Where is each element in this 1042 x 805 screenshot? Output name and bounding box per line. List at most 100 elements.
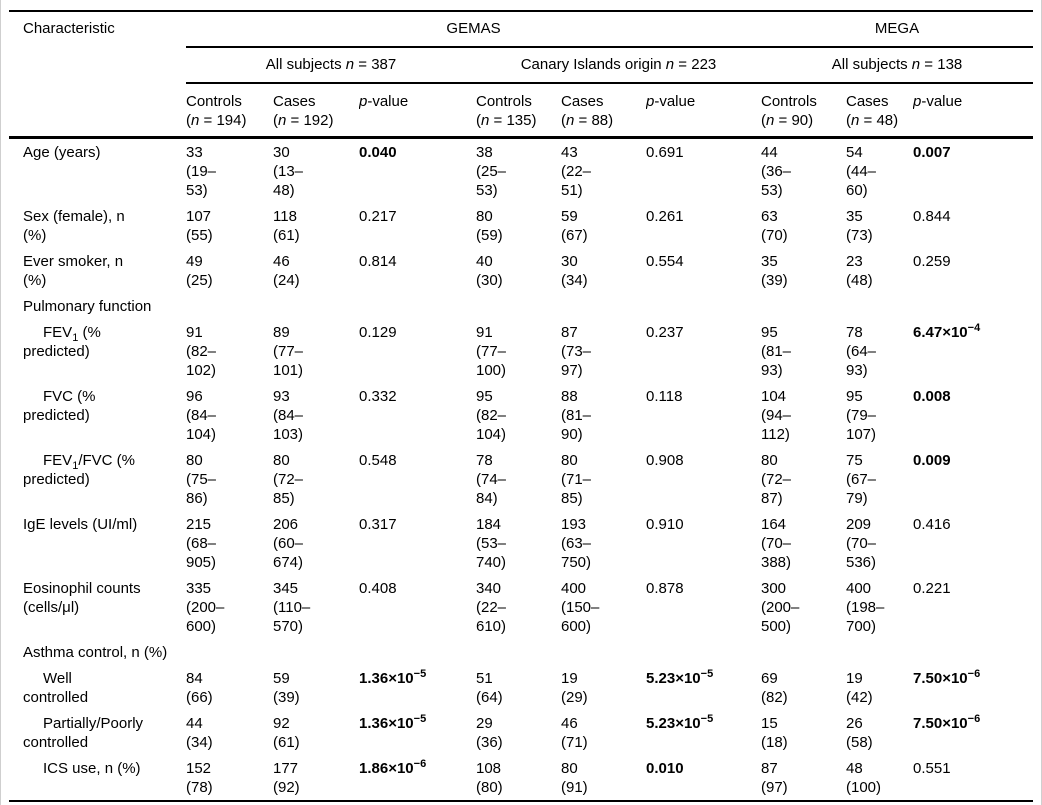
column-header-1: Cases (n = 192) xyxy=(273,83,359,139)
table-cell xyxy=(561,639,646,665)
table-cell: 95 (79– 107) xyxy=(846,388,877,443)
table-cell: 118 (61) xyxy=(273,208,300,244)
table-cell: 206 (60– 674) xyxy=(273,516,304,571)
table-cell: 400 (198– 700) xyxy=(846,580,885,635)
column-header-5: p-value xyxy=(646,83,761,139)
table-cell: 0.217 xyxy=(359,208,397,225)
table-cell: 7.50×10−6 xyxy=(913,713,981,733)
table-cell: 0.910 xyxy=(646,516,684,533)
table-cell xyxy=(273,639,359,665)
table-row: FVC (% predicted) 96 (84– 104) 93 (84– 103) 0.33… xyxy=(9,383,1033,447)
subgroup-header-row: All subjects n = 387 Canary Islands origi… xyxy=(9,47,1034,84)
table-cell: 87 (73– 97) xyxy=(561,324,592,379)
table-cell: 46 (71) xyxy=(561,715,588,751)
table-row: ICS use, n (%) 152 (78) 177 (92) 1.86×10−6 108… xyxy=(9,755,1034,802)
table-cell: 0.118 xyxy=(646,388,683,405)
table-cell: 108 (80) xyxy=(476,755,561,802)
table-cell: 0.261 xyxy=(646,208,684,225)
table-cell: 335 (200– 600) xyxy=(186,580,225,635)
column-header-0: Controls (n = 194) xyxy=(186,83,273,139)
column-header-8: p-value xyxy=(913,83,1034,139)
table-cell: 95 (81– 93) xyxy=(761,324,792,379)
table-cell: 0.332 xyxy=(359,388,397,405)
table-row: Ever smoker, n (%) 49 (25) 46 (24) 0.814 40 (30)… xyxy=(9,248,1033,293)
table-cell: 59 (67) xyxy=(561,208,588,244)
table-cell: 80 (75– 86) xyxy=(186,452,217,507)
table-cell: 0.908 xyxy=(646,452,684,469)
table-cell: 0.008 xyxy=(913,388,951,405)
table-cell: 29 (36) xyxy=(476,715,503,751)
table-cell xyxy=(646,639,761,665)
table-body: Age (years) 33 (19– 53) 30 (13– 48) 0.040 38 (25–… xyxy=(9,138,1034,802)
row-label: Sex (female), n (%) xyxy=(23,208,125,244)
subgroup-header-2: All subjects n = 138 xyxy=(761,47,1034,84)
table-cell: 0.317 xyxy=(359,516,397,533)
table-cell: 51 (64) xyxy=(476,670,503,706)
table-cell: 345 (110– 570) xyxy=(273,580,311,635)
table-cell: 0.551 xyxy=(913,755,1034,802)
group-header-row: Characteristic GEMAS MEGA xyxy=(9,10,1034,139)
table-cell: 164 (70– 388) xyxy=(761,516,792,571)
table-cell: 104 (94– 112) xyxy=(761,388,792,443)
table-cell: 1.36×10−5 xyxy=(359,668,427,688)
row-label: Ever smoker, n (%) xyxy=(23,253,124,289)
group-header-mega: MEGA xyxy=(761,10,1034,48)
table-cell xyxy=(761,293,846,319)
row-label: Asthma control, n (%) xyxy=(23,644,168,661)
table-cell xyxy=(913,639,1033,665)
table-cell: 0.221 xyxy=(913,580,951,597)
table-cell: 80 (72– 87) xyxy=(761,452,792,507)
table-row: FEV1 (% predicted) 91 (82– 102) 89 (77– 101) 0.1… xyxy=(9,319,1033,383)
table-cell: 88 (81– 90) xyxy=(561,388,592,443)
table-cell xyxy=(273,293,359,319)
table-cell: 43 (22– 51) xyxy=(561,144,592,199)
table-cell: 177 (92) xyxy=(273,755,359,802)
row-label: Age (years) xyxy=(23,144,101,161)
row-label: Well controlled xyxy=(23,670,89,706)
table-cell: 209 (70– 536) xyxy=(846,516,877,571)
table-cell: 80 (91) xyxy=(561,755,646,802)
table-row: Sex (female), n (%) 107 (55) 118 (61) 0.217 80(… xyxy=(9,203,1033,248)
table-cell: 44 (34) xyxy=(186,715,213,751)
table-cell: 95 (82– 104) xyxy=(476,388,507,443)
column-header-7: Cases (n = 48) xyxy=(846,83,913,139)
row-label: ICS use, n (%) xyxy=(9,755,186,802)
table-cell: 0.040 xyxy=(359,144,397,161)
table-cell: 0.408 xyxy=(359,580,397,597)
table-cell: 19 (29) xyxy=(561,670,588,706)
table-cell: 23 (48) xyxy=(846,253,873,289)
table-row: Age (years) 33 (19– 53) 30 (13– 48) 0.040 38 (25–… xyxy=(9,138,1033,204)
table-cell: 44 (36– 53) xyxy=(761,144,792,199)
table-row: Asthma control, n (%) xyxy=(9,639,1033,665)
table-cell: 93 (84– 103) xyxy=(273,388,304,443)
row-label: FEV1/FVC (% predicted) xyxy=(23,452,135,488)
characteristics-table: Characteristic GEMAS MEGA All subjects n = … xyxy=(9,10,1034,802)
row-label: IgE levels (UI/ml) xyxy=(23,516,138,533)
table-row: Eosinophil counts (cells/μl) 335 (200– 600) 3… xyxy=(9,575,1033,639)
table-cell: 78 (74– 84) xyxy=(476,452,507,507)
table-cell xyxy=(476,639,561,665)
table-cell: 0.009 xyxy=(913,452,951,469)
table-cell: 1.36×10−5 xyxy=(359,713,427,733)
column-header-4: Cases (n = 88) xyxy=(561,83,646,139)
table-cell: 80 (59) xyxy=(476,208,503,244)
table-cell: 1.86×10−6 xyxy=(359,755,476,802)
table-cell: 0.007 xyxy=(913,144,951,161)
row-label: Partially/Poorly controlled xyxy=(23,715,144,751)
table-cell: 215 (68– 905) xyxy=(186,516,217,571)
table-cell: 84 (66) xyxy=(186,670,213,706)
table-row: Partially/Poorly controlled 44 (34) 92 (61) 1.… xyxy=(9,710,1033,755)
row-label: Pulmonary function xyxy=(23,298,152,315)
table-cell: 0.548 xyxy=(359,452,397,469)
table-cell: 0.237 xyxy=(646,324,684,341)
table-cell xyxy=(761,639,846,665)
column-header-row: Controls (n = 194) Cases (n = 192) p-value Co… xyxy=(9,83,1034,139)
table-cell: 19 (42) xyxy=(846,670,873,706)
table-cell: 91 (82– 102) xyxy=(186,324,217,379)
table-row: Well controlled 84 (66) 59 (39) 1.36×10−5 51 (64… xyxy=(9,665,1033,710)
table-cell: 184 (53– 740) xyxy=(476,516,507,571)
table-cell: 49 (25) xyxy=(186,253,213,289)
table-cell: 152 (78) xyxy=(186,755,273,802)
table-cell: 300 (200– 500) xyxy=(761,580,800,635)
